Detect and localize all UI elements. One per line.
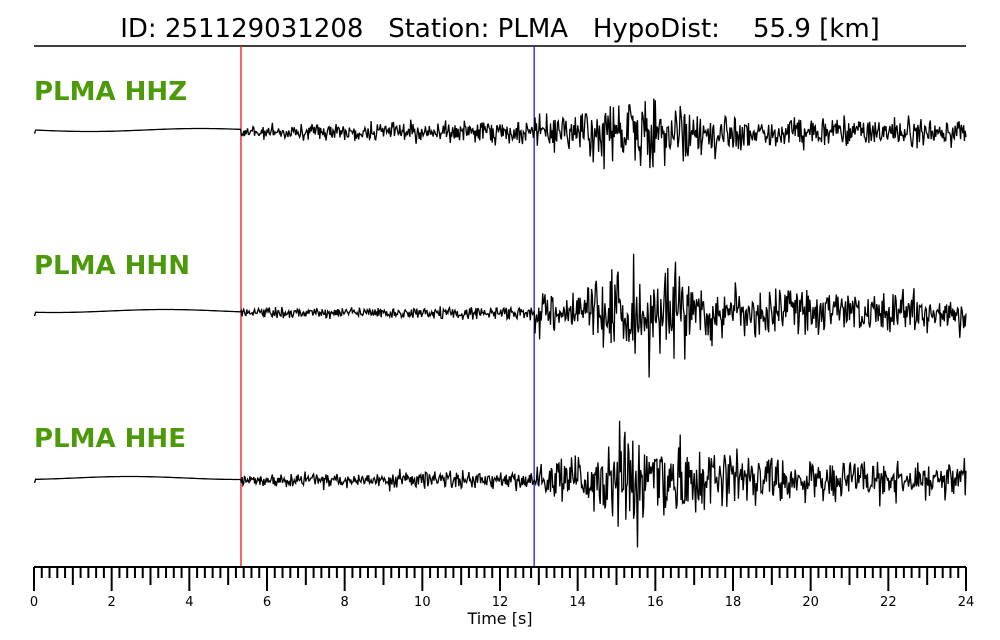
x-tick-label: 8 — [341, 595, 349, 610]
waveform-hhe — [33, 420, 967, 548]
trace-label-hhe: PLMA HHE — [34, 424, 186, 454]
chart-title: ID: 251129031208 Station: PLMA HypoDist:… — [120, 14, 880, 44]
x-tick-label: 2 — [108, 595, 116, 610]
waveform-hhn — [34, 253, 967, 378]
x-tick-label: 4 — [185, 595, 193, 610]
x-tick-label: 6 — [263, 595, 271, 610]
x-tick-label: 22 — [880, 595, 897, 610]
x-tick-label: 16 — [647, 595, 664, 610]
x-tick-label: 10 — [414, 595, 431, 610]
trace-label-hhz: PLMA HHZ — [34, 77, 187, 107]
x-tick-label: 12 — [492, 595, 509, 610]
trace-label-hhn: PLMA HHN — [34, 251, 190, 281]
x-tick-label: 0 — [30, 595, 38, 610]
waveform-hhz — [34, 98, 967, 170]
x-axis-label: Time [s] — [466, 609, 532, 628]
x-tick-label: 18 — [725, 595, 742, 610]
x-tick-label: 14 — [569, 595, 586, 610]
x-tick-label: 24 — [958, 595, 975, 610]
x-tick-label: 20 — [802, 595, 819, 610]
